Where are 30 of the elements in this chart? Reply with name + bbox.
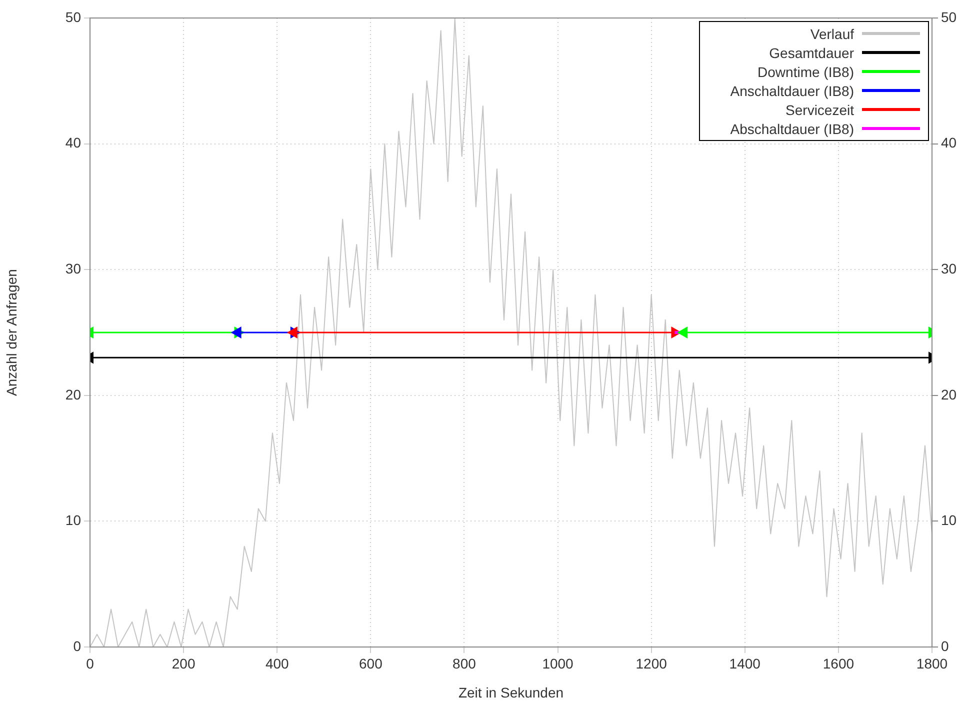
legend-label: Abschaltdauer (IB8) [730, 120, 854, 136]
y-tick-label: 20 [65, 386, 82, 402]
x-tick-label: 1200 [636, 655, 668, 672]
x-tick-label: 1600 [822, 655, 854, 672]
y2-tick-label: 0 [941, 638, 949, 654]
y-tick-label: 30 [65, 260, 82, 276]
legend-label: Gesamtdauer [769, 44, 854, 60]
x-tick-label: 200 [172, 655, 196, 672]
y2-tick-label: 30 [941, 260, 957, 276]
legend-label: Servicezeit [786, 102, 854, 118]
x-tick-label: 1400 [729, 655, 761, 672]
y-axis-title: Anzahl der Anfragen [3, 269, 20, 396]
x-tick-label: 400 [265, 655, 290, 672]
y-tick-label: 50 [65, 8, 82, 25]
y-tick-label: 40 [65, 134, 82, 151]
y2-tick-label: 10 [941, 512, 957, 528]
x-tick-label: 1000 [542, 655, 574, 672]
x-tick-label: 1800 [916, 655, 948, 672]
x-tick-label: 0 [86, 655, 94, 672]
legend-label: Anschaltdauer (IB8) [730, 82, 854, 98]
y2-tick-label: 20 [941, 386, 957, 402]
y2-tick-label: 50 [941, 8, 957, 25]
legend-label: Downtime (IB8) [758, 64, 854, 80]
x-axis-title: Zeit in Sekunden [458, 684, 564, 700]
y2-tick-label: 40 [941, 134, 957, 151]
x-tick-label: 800 [452, 655, 476, 672]
x-tick-label: 600 [358, 655, 383, 672]
y-tick-label: 10 [65, 512, 82, 528]
legend-label: Verlauf [810, 26, 854, 42]
y-tick-label: 0 [73, 638, 82, 654]
